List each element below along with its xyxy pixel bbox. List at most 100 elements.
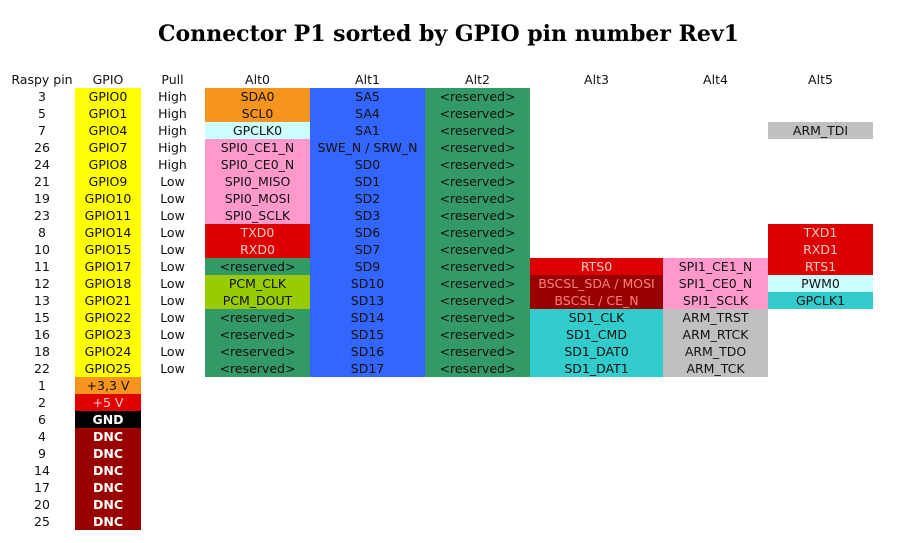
table-cell-pull: Low: [160, 259, 185, 274]
table-cell-alt5: GPCLK1: [768, 292, 873, 309]
table-cell-pin: 7: [38, 123, 46, 138]
table-cell-gpio: DNC: [75, 445, 141, 462]
table-cell-pin: 22: [34, 361, 50, 376]
table-cell-alt1: SD15: [310, 326, 425, 343]
table-cell-alt1: SD10: [310, 275, 425, 292]
table-cell-pin: 3: [38, 89, 46, 104]
table-cell-alt0: TXD0: [205, 224, 310, 241]
column-header: Alt4: [703, 72, 728, 87]
table-cell-pin: 16: [34, 327, 50, 342]
table-cell-pull: Low: [160, 225, 185, 240]
table-cell-alt5: TXD1: [768, 224, 873, 241]
column-header: Raspy pin: [11, 72, 73, 87]
table-cell-pin: 11: [34, 259, 50, 274]
table-cell-alt0: PCM_CLK: [205, 275, 310, 292]
table-cell-alt3: SD1_DAT0: [530, 343, 663, 360]
column-header: Alt0: [245, 72, 270, 87]
page-title: Connector P1 sorted by GPIO pin number R…: [158, 21, 739, 47]
table-cell-alt1: SD14: [310, 309, 425, 326]
table-cell-gpio: GPIO25: [75, 360, 141, 377]
table-cell-alt3: SD1_CMD: [530, 326, 663, 343]
column-header: Alt2: [465, 72, 490, 87]
table-cell-pull: Low: [160, 208, 185, 223]
table-cell-alt3: BSCSL_SDA / MOSI: [530, 275, 663, 292]
table-cell-pin: 21: [34, 174, 50, 189]
table-cell-gpio: DNC: [75, 479, 141, 496]
table-cell-alt2: <reserved>: [425, 309, 530, 326]
table-cell-pull: Low: [160, 310, 185, 325]
table-cell-pull: Low: [160, 242, 185, 257]
table-cell-gpio: GPIO14: [75, 224, 141, 241]
table-cell-alt1: SA1: [310, 122, 425, 139]
table-cell-alt2: <reserved>: [425, 326, 530, 343]
table-cell-gpio: +5 V: [75, 394, 141, 411]
table-cell-alt0: SPI0_CE0_N: [205, 156, 310, 173]
table-cell-gpio: GPIO4: [75, 122, 141, 139]
table-cell-alt1: SD2: [310, 190, 425, 207]
table-cell-pull: High: [158, 140, 187, 155]
table-cell-alt2: <reserved>: [425, 275, 530, 292]
table-cell-alt0: GPCLK0: [205, 122, 310, 139]
table-cell-gpio: GPIO8: [75, 156, 141, 173]
table-cell-alt1: SWE_N / SRW_N: [310, 139, 425, 156]
table-cell-pull: Low: [160, 327, 185, 342]
table-cell-alt2: <reserved>: [425, 156, 530, 173]
table-cell-alt0: <reserved>: [205, 360, 310, 377]
table-cell-alt4: ARM_TRST: [663, 309, 768, 326]
table-cell-gpio: GPIO24: [75, 343, 141, 360]
table-cell-alt4: ARM_TCK: [663, 360, 768, 377]
table-cell-alt2: <reserved>: [425, 190, 530, 207]
table-cell-gpio: DNC: [75, 496, 141, 513]
column-header: Pull: [161, 72, 184, 87]
table-cell-alt2: <reserved>: [425, 360, 530, 377]
table-cell-pin: 9: [38, 446, 46, 461]
table-cell-pull: Low: [160, 344, 185, 359]
table-cell-gpio: GPIO11: [75, 207, 141, 224]
table-cell-pull: Low: [160, 361, 185, 376]
table-cell-gpio: DNC: [75, 462, 141, 479]
table-cell-alt1: SD13: [310, 292, 425, 309]
table-cell-pin: 17: [34, 480, 50, 495]
table-cell-alt0: SPI0_CE1_N: [205, 139, 310, 156]
column-header: Alt3: [584, 72, 609, 87]
table-cell-alt2: <reserved>: [425, 343, 530, 360]
table-cell-alt4: SPI1_SCLK: [663, 292, 768, 309]
table-cell-alt1: SD6: [310, 224, 425, 241]
table-cell-pin: 10: [34, 242, 50, 257]
column-header: GPIO: [92, 72, 124, 87]
table-cell-alt1: SD9: [310, 258, 425, 275]
table-cell-alt4: ARM_RTCK: [663, 326, 768, 343]
table-cell-gpio: +3,3 V: [75, 377, 141, 394]
table-cell-pin: 18: [34, 344, 50, 359]
table-cell-pin: 20: [34, 497, 50, 512]
table-cell-alt1: SD16: [310, 343, 425, 360]
table-cell-pin: 2: [38, 395, 46, 410]
table-cell-alt0: PCM_DOUT: [205, 292, 310, 309]
table-cell-pin: 13: [34, 293, 50, 308]
column-header: Alt1: [355, 72, 380, 87]
table-cell-alt2: <reserved>: [425, 241, 530, 258]
table-cell-alt0: SCL0: [205, 105, 310, 122]
table-cell-gpio: GPIO21: [75, 292, 141, 309]
table-cell-alt3: SD1_CLK: [530, 309, 663, 326]
table-cell-gpio: GPIO9: [75, 173, 141, 190]
table-cell-gpio: DNC: [75, 513, 141, 530]
table-cell-gpio: GPIO22: [75, 309, 141, 326]
table-cell-alt4: ARM_TDO: [663, 343, 768, 360]
table-cell-gpio: GPIO15: [75, 241, 141, 258]
table-cell-gpio: GPIO1: [75, 105, 141, 122]
table-cell-alt0: <reserved>: [205, 309, 310, 326]
table-cell-alt5: RTS1: [768, 258, 873, 275]
table-cell-alt3: RTS0: [530, 258, 663, 275]
table-cell-pull: Low: [160, 174, 185, 189]
table-cell-alt1: SA4: [310, 105, 425, 122]
table-cell-gpio: GPIO17: [75, 258, 141, 275]
table-cell-gpio: GPIO23: [75, 326, 141, 343]
table-cell-alt2: <reserved>: [425, 173, 530, 190]
table-cell-gpio: GPIO18: [75, 275, 141, 292]
table-cell-gpio: GND: [75, 411, 141, 428]
table-cell-alt2: <reserved>: [425, 88, 530, 105]
table-cell-alt0: SDA0: [205, 88, 310, 105]
table-cell-alt3: BSCSL / CE_N: [530, 292, 663, 309]
table-cell-alt2: <reserved>: [425, 207, 530, 224]
